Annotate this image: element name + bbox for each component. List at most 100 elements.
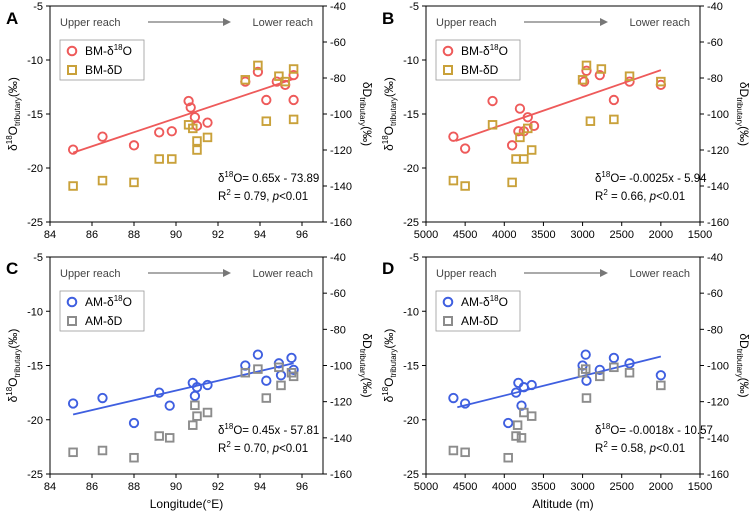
- y-left-tick-label: -25: [27, 217, 43, 229]
- r2-rest: <0.01: [656, 191, 685, 203]
- series-dd: [448, 362, 666, 463]
- y-right-tick-label: -160: [330, 469, 352, 481]
- data-point-circle: [506, 140, 518, 151]
- data-point-circle: [185, 102, 196, 113]
- x-tick-label: 1500: [688, 229, 712, 241]
- y-left-label-delta: δ: [382, 395, 396, 402]
- y-left-label-delta: δ: [6, 144, 20, 151]
- data-point-circle: [286, 352, 297, 364]
- data-point-circle: [513, 126, 524, 137]
- data-point-circle: [154, 127, 165, 138]
- data-point-circle: [448, 131, 459, 142]
- y-left-tick-label: -10: [27, 306, 43, 318]
- legend-label: BM-δ18O: [461, 43, 508, 58]
- data-point-circle: [522, 112, 533, 123]
- y-right-tick-label: -120: [707, 397, 729, 409]
- y-right-tick-label: -80: [330, 73, 346, 85]
- data-point-circle: [516, 400, 527, 411]
- data-point-square: [192, 411, 202, 421]
- x-tick-label: 94: [254, 481, 266, 493]
- data-point-circle: [288, 69, 299, 81]
- y-right-label-sub: tributary: [735, 349, 744, 378]
- y-right-label-main: δD: [360, 82, 374, 98]
- data-point-circle: [166, 126, 177, 137]
- y-left-tick-label: -20: [27, 163, 43, 175]
- y-right-label-unit: (‰): [737, 378, 751, 398]
- fit-equation: δ18O= -0.0018x - 10.57: [595, 422, 713, 437]
- x-tick-label: 92: [212, 229, 224, 241]
- data-point-square: [519, 154, 529, 164]
- data-point-square: [460, 181, 470, 191]
- x-tick-label: 4000: [492, 229, 516, 241]
- data-point-square: [68, 447, 78, 458]
- legend-marker-circle: [66, 45, 78, 57]
- legend-label-main: AM-δ: [85, 295, 114, 309]
- y-right-label-sub: tributary: [358, 97, 367, 126]
- y-left-label-unit: (‰): [6, 329, 20, 349]
- legend-label-tail: O: [499, 295, 508, 309]
- data-point-square: [68, 181, 78, 191]
- data-point-square: [274, 71, 284, 81]
- data-point-square: [280, 76, 290, 87]
- x-tick-label: 86: [86, 481, 98, 493]
- r2-val: = 0.70,: [231, 443, 273, 455]
- fit-r2: R2 = 0.58, p<0.01: [595, 440, 685, 455]
- data-point-square: [581, 60, 592, 71]
- y-left-tick-label: -20: [27, 415, 43, 427]
- legend-marker-circle: [442, 45, 454, 57]
- y-right-tick-label: -40: [330, 1, 346, 13]
- data-point-square: [188, 123, 198, 134]
- panel-c: C 84 86 88 90 92 94 96 Longitude(°E) -25 -20 -15 -10…: [5, 252, 374, 511]
- y-left-axis-label: δ18Otributary(‰): [5, 77, 22, 151]
- y-right-axis-label: δDtributary(‰): [358, 82, 374, 146]
- y-left-tick-label: -15: [27, 361, 43, 373]
- y-left-tick-label: -25: [403, 469, 419, 481]
- data-point-square: [448, 175, 459, 186]
- x-tick-label: 2000: [649, 481, 673, 493]
- y-right-tick-label: -120: [707, 145, 729, 157]
- fit-line: [72, 78, 294, 154]
- panel-b: B 5000 4500 4000 3500 3000 2500 2000 1500 -25 -20 -…: [381, 1, 751, 241]
- reach-arrow-head: [223, 18, 231, 26]
- lower-reach-label: Lower reach: [629, 17, 690, 29]
- y-left-label-sub: tributary: [389, 97, 398, 126]
- data-point-circle: [154, 387, 165, 398]
- legend-marker-square: [443, 65, 453, 75]
- upper-reach-label: Upper reach: [436, 17, 497, 29]
- lower-reach-label: Lower reach: [252, 268, 313, 280]
- data-point-square: [448, 445, 459, 456]
- data-point-square: [581, 393, 592, 403]
- r2-val: = 0.66,: [608, 191, 650, 203]
- data-point-circle: [97, 392, 108, 404]
- data-point-circle: [510, 387, 522, 398]
- y-right-tick-label: -60: [330, 288, 346, 300]
- series-d18o: [67, 66, 299, 155]
- legend-label: AM-δD: [461, 314, 499, 328]
- data-point-square: [288, 64, 299, 74]
- r2-r: R: [595, 191, 603, 203]
- data-point-square: [192, 145, 202, 155]
- y-right-tick-label: -100: [707, 361, 729, 373]
- data-point-square: [274, 362, 284, 373]
- y-left-label-sub: tributary: [13, 349, 22, 378]
- legend-label-main: AM-δD: [461, 314, 499, 328]
- y-right-tick-label: -100: [330, 361, 352, 373]
- x-tick-label: 84: [44, 229, 56, 241]
- data-point-square: [511, 431, 521, 441]
- y-right-label-main: δD: [737, 333, 751, 349]
- legend-label-sup: 18: [490, 294, 499, 303]
- data-point-circle: [288, 94, 299, 106]
- y-left-axis-label: δ18Otributary(‰): [5, 329, 22, 403]
- legend-label-tail: O: [123, 295, 132, 309]
- data-point-square: [609, 362, 619, 373]
- y-right-axis-label: δDtributary(‰): [735, 82, 751, 146]
- y-right-label-unit: (‰): [360, 378, 374, 398]
- data-point-circle: [487, 95, 498, 107]
- data-point-square: [154, 431, 164, 441]
- data-point-circle: [275, 370, 287, 381]
- legend-label: AM-δD: [85, 314, 123, 328]
- y-right-label-main: δD: [360, 333, 374, 349]
- y-right-tick-label: -120: [330, 145, 352, 157]
- y-left-label-o: O: [382, 126, 396, 135]
- legend-label-main: BM-δD: [461, 63, 499, 77]
